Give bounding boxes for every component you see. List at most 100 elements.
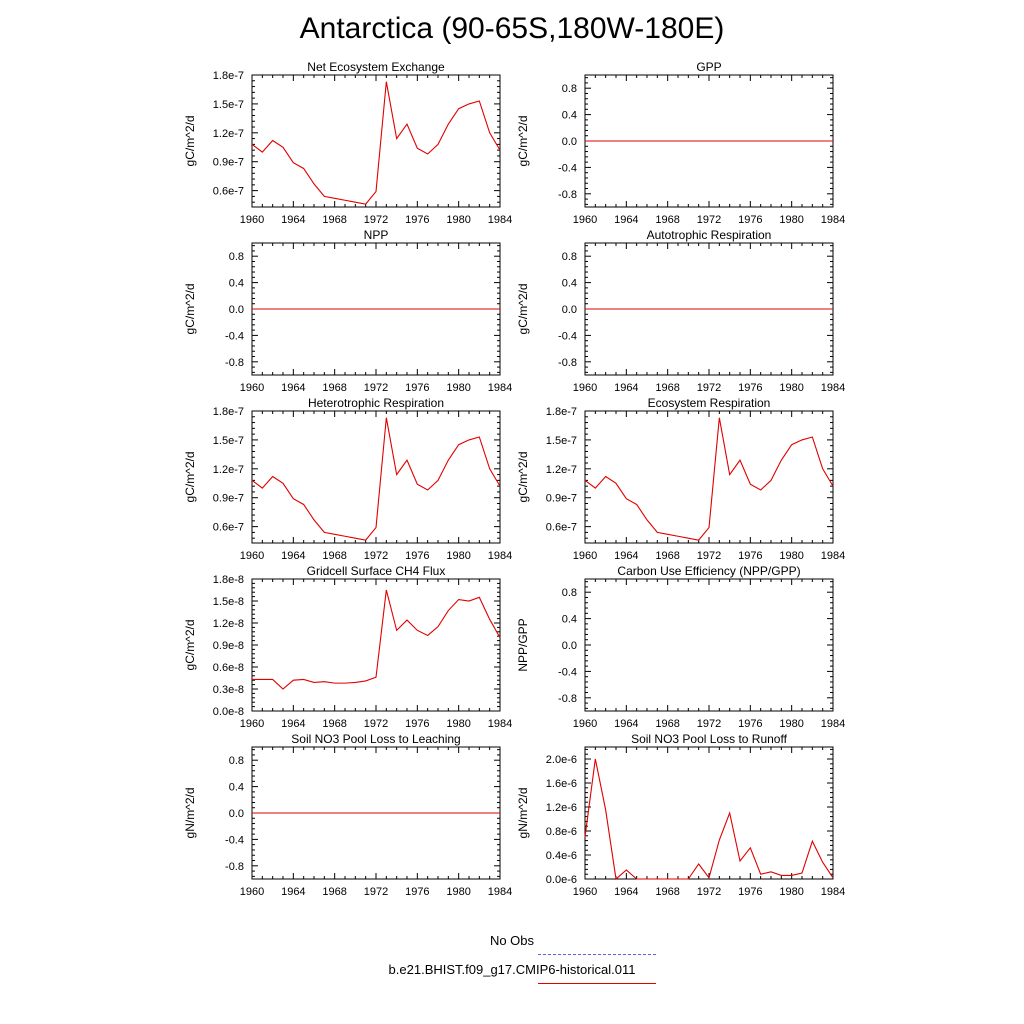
y-tick-label: 0.8 [562, 83, 577, 95]
x-tick-label: 1972 [364, 550, 388, 562]
x-tick-label: 1972 [364, 382, 388, 394]
x-tick-label: 1960 [573, 214, 597, 226]
y-tick-label: -0.8 [558, 357, 577, 369]
x-tick-label: 1964 [614, 214, 638, 226]
x-tick-label: 1984 [821, 718, 845, 730]
x-tick-label: 1968 [322, 550, 346, 562]
y-tick-label: 0.0 [562, 136, 577, 148]
x-tick-label: 1976 [738, 718, 762, 730]
x-tick-label: 1968 [655, 886, 679, 898]
x-tick-label: 1976 [738, 886, 762, 898]
y-axis-label: gC/m^2/d [183, 116, 197, 167]
x-tick-label: 1964 [614, 718, 638, 730]
legend-obs-label: No Obs [489, 933, 535, 948]
y-tick-label: -0.8 [558, 189, 577, 201]
y-axis-label: gN/m^2/d [516, 788, 530, 839]
y-axis-label: gC/m^2/d [183, 284, 197, 335]
y-tick-label: 0.9e-7 [213, 157, 244, 169]
panel-3: NPP gC/m^2/d 1960 1964 1968 1972 1976 1980 1984 -… [183, 228, 512, 394]
y-tick-label: 1.2e-8 [213, 618, 244, 630]
x-tick-label: 1964 [281, 718, 305, 730]
y-axis-label: gC/m^2/d [516, 284, 530, 335]
y-tick-label: 1.5e-8 [213, 596, 244, 608]
panel-7: Gridcell Surface CH4 Flux gC/m^2/d 1960 196… [183, 564, 512, 730]
y-tick-label: 0.8 [562, 587, 577, 599]
page-title: Antarctica (90-65S,180W-180E) [299, 12, 725, 45]
y-tick-label: 0.8e-6 [546, 826, 577, 838]
x-tick-label: 1980 [779, 718, 803, 730]
y-tick-label: 1.8e-7 [546, 406, 577, 418]
x-tick-label: 1976 [405, 214, 429, 226]
y-tick-label: 1.2e-7 [213, 128, 244, 140]
y-axis-label: NPP/GPP [516, 618, 530, 671]
x-tick-label: 1964 [281, 382, 305, 394]
y-tick-label: 0.4e-6 [546, 850, 577, 862]
x-tick-label: 1972 [364, 214, 388, 226]
x-tick-label: 1984 [488, 382, 512, 394]
y-tick-label: 1.2e-7 [213, 464, 244, 476]
series-line [584, 758, 834, 881]
x-tick-label: 1964 [281, 886, 305, 898]
panel-5: Heterotrophic Respiration gC/m^2/d 1960 196… [183, 396, 512, 562]
x-tick-label: 1980 [779, 382, 803, 394]
y-tick-label: -0.4 [225, 834, 244, 846]
panel-6: Ecosystem Respiration gC/m^2/d 1960 1964 196… [516, 396, 845, 562]
x-tick-label: 1960 [573, 718, 597, 730]
panel-title: Heterotrophic Respiration [308, 396, 444, 410]
series-line [584, 417, 834, 541]
x-tick-label: 1976 [405, 718, 429, 730]
x-tick-label: 1984 [488, 886, 512, 898]
panel-1: Net Ecosystem Exchange gC/m^2/d 1960 1964 19… [183, 60, 512, 226]
x-tick-label: 1972 [697, 886, 721, 898]
x-tick-label: 1960 [240, 382, 264, 394]
x-tick-label: 1976 [405, 550, 429, 562]
y-tick-label: 0.8 [229, 251, 244, 263]
y-tick-label: 1.8e-8 [213, 574, 244, 586]
y-tick-label: 0.0 [562, 640, 577, 652]
y-tick-label: 0.6e-7 [546, 522, 577, 534]
y-axis-label: gC/m^2/d [183, 452, 197, 503]
series-line [251, 81, 501, 205]
plot-frame [584, 746, 834, 880]
y-tick-label: 1.2e-7 [546, 464, 577, 476]
x-tick-label: 1984 [821, 886, 845, 898]
y-tick-label: 0.9e-8 [213, 640, 244, 652]
y-tick-label: 0.8 [229, 755, 244, 767]
y-tick-label: 0.6e-8 [213, 662, 244, 674]
x-tick-label: 1980 [446, 886, 470, 898]
y-tick-label: 0.0 [229, 808, 244, 820]
x-tick-label: 1976 [405, 886, 429, 898]
y-tick-label: 0.3e-8 [213, 684, 244, 696]
x-tick-label: 1960 [240, 214, 264, 226]
plot-frame [251, 578, 501, 712]
panel-title: Ecosystem Respiration [648, 396, 771, 410]
y-tick-label: 0.0 [229, 304, 244, 316]
series-line [252, 589, 501, 690]
y-tick-label: 0.9e-7 [546, 493, 577, 505]
y-tick-label: -0.4 [558, 666, 577, 678]
x-tick-label: 1972 [364, 718, 388, 730]
legend-model-label: b.e21.BHIST.f09_g17.CMIP6-historical.011 [388, 962, 636, 977]
x-tick-label: 1980 [779, 886, 803, 898]
series-line [251, 417, 501, 541]
y-tick-label: 0.4 [562, 110, 577, 122]
y-tick-label: -0.4 [558, 162, 577, 174]
y-tick-label: -0.8 [225, 861, 244, 873]
x-tick-label: 1976 [738, 550, 762, 562]
x-tick-label: 1964 [281, 550, 305, 562]
x-tick-label: 1968 [322, 886, 346, 898]
y-tick-label: 0.9e-7 [213, 493, 244, 505]
x-tick-label: 1968 [322, 214, 346, 226]
x-tick-label: 1968 [655, 550, 679, 562]
y-tick-label: -0.8 [558, 693, 577, 705]
panel-title: Gridcell Surface CH4 Flux [307, 564, 446, 578]
y-tick-label: 0.0e-6 [546, 874, 577, 886]
panel-title: Autotrophic Respiration [647, 228, 772, 242]
x-tick-label: 1980 [779, 550, 803, 562]
y-tick-label: -0.8 [225, 357, 244, 369]
y-tick-label: 0.0e-8 [213, 706, 244, 718]
x-tick-label: 1972 [697, 718, 721, 730]
y-axis-label: gC/m^2/d [183, 620, 197, 671]
x-tick-label: 1960 [573, 886, 597, 898]
x-tick-label: 1960 [573, 550, 597, 562]
